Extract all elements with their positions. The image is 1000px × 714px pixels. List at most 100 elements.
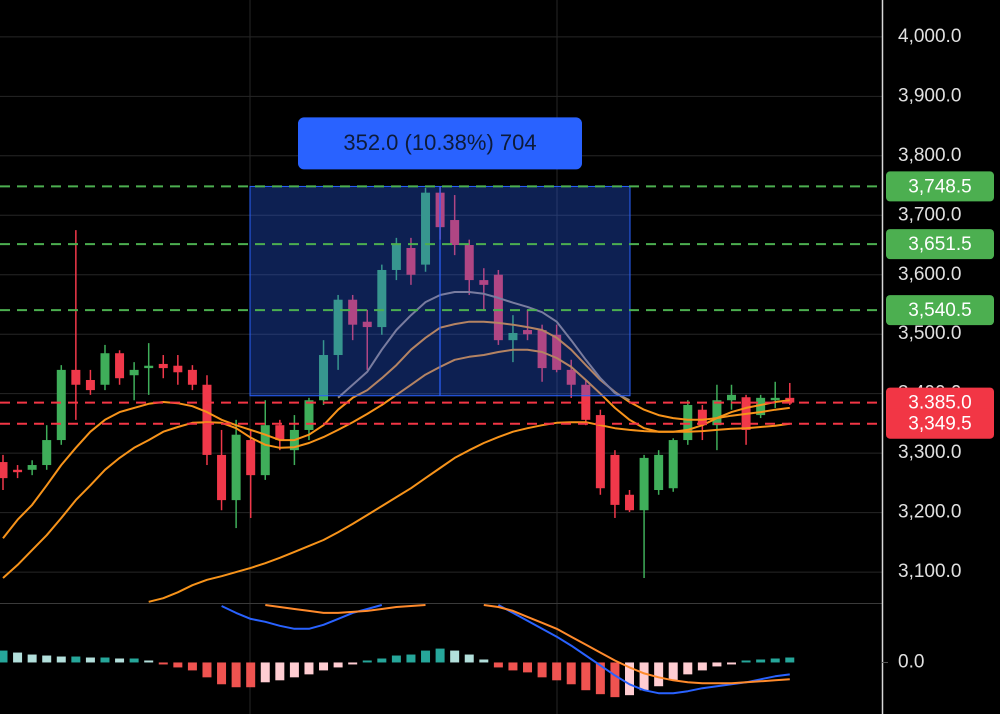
histogram-bar [144,660,154,663]
histogram-bar [406,654,416,663]
price-label-box [886,408,994,439]
candle-body [391,245,401,270]
histogram-bar [129,658,139,663]
histogram-bar [639,662,649,691]
candle-body [202,384,212,455]
y-tick-label: 3,700.0 [898,204,961,225]
histogram-bar [187,662,197,671]
histogram-bar [56,656,66,663]
price-label: 3,540.5 [908,300,971,321]
y-tick-label: 3,500.0 [898,323,961,344]
candle-body [479,280,489,285]
y-tick-label: 3,300.0 [898,442,961,463]
candle-body [129,369,139,376]
histogram-bar [450,650,460,663]
histogram-bar [217,662,227,685]
candle-body [217,454,227,501]
histogram-bar [668,662,678,681]
candle-body [0,462,8,479]
histogram-bar [377,658,387,663]
histogram-bar [435,648,445,663]
y-tick-label: 3,100.0 [898,561,961,582]
indicator-line [265,604,790,685]
y-tick-label: 3,200.0 [898,502,961,523]
histogram-bar [231,662,241,688]
histogram-bar [100,657,110,663]
histogram-bar [85,657,95,663]
candle-body [56,369,66,441]
histogram-bar [712,662,722,667]
price-label: 3,349.5 [908,414,971,435]
y-tick-label: 3,800.0 [898,145,961,166]
candle-body [595,415,605,489]
candle-body [770,397,780,401]
candle-body [625,494,635,511]
y-tick-label: 4,000.0 [898,26,961,47]
candle-body [712,400,722,426]
candle-body [246,440,256,476]
price-label: 3,651.5 [908,234,971,255]
histogram-bar [13,652,23,663]
price-label: 3,385.0 [908,393,971,414]
overlay-layer: 352.0 (10.38%) 704 [0,0,884,714]
histogram-bar [785,657,795,663]
histogram-bar [493,662,503,668]
histogram-bar [0,650,8,663]
candle-body [260,425,270,476]
histogram-bar [595,662,605,695]
candle-body [362,321,372,328]
candle-body [450,220,460,246]
histogram-bar [552,662,562,681]
histogram-bar [421,650,431,663]
candle-body [187,369,197,385]
histogram-bar [523,662,533,673]
histogram-bar [246,662,256,688]
candle-body [13,469,23,473]
histogram-bar [625,662,635,696]
histogram-bar [260,662,270,683]
histogram-bar [741,660,751,663]
histogram-bar [581,662,591,691]
histogram-bar [71,656,81,663]
histogram-bar [537,662,547,678]
histogram-bar [362,660,372,663]
candle-body [42,440,52,466]
histogram-bar [610,662,620,698]
candle-body [115,353,125,379]
candle-body [173,365,183,373]
candle-body [610,454,620,505]
histogram-bar [697,662,707,671]
histogram-bar [348,662,358,665]
price-label: 3,748.5 [908,176,971,197]
histogram-bar [275,662,285,681]
candle-body [523,330,533,335]
candle-body [566,369,576,385]
candle-body [100,353,110,385]
histogram-bar [333,662,343,668]
y-tick-label: 0.0 [898,651,924,672]
histogram-bar [566,662,576,685]
histogram-bar [289,662,299,678]
histogram-bar [202,662,212,678]
candle-body [158,363,168,369]
candle-body [727,394,736,401]
histogram-bar [115,658,125,663]
candle-body [275,425,285,441]
candle-body [508,333,518,341]
indicator-line [337,291,630,402]
indicator-line [148,421,790,603]
histogram-bar [770,658,780,663]
histogram-bar [27,654,37,663]
histogram-bar [683,662,693,675]
candle-body [668,440,678,489]
price-pane [0,186,795,603]
candle-body [537,330,547,369]
candle-body [552,334,562,370]
candle-body [333,299,343,356]
candle-body [654,454,664,491]
histogram-bar [319,662,329,671]
histogram-bar [158,662,168,665]
candle-body [464,245,474,281]
measure-tooltip [298,117,582,170]
